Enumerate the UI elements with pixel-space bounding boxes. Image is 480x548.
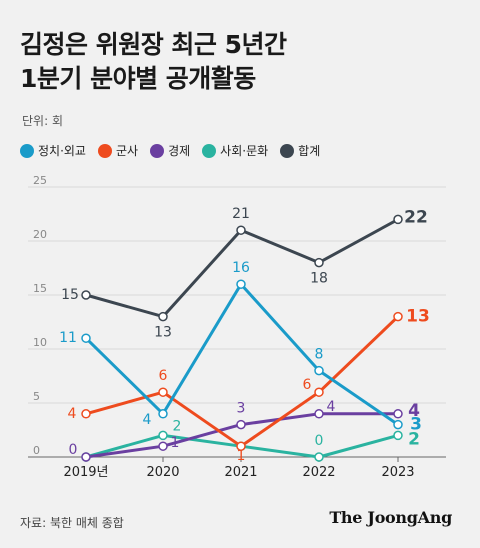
data-label: 11: [59, 330, 77, 346]
data-point: [314, 409, 324, 419]
title-line-2: 1분기 분야별 공개활동: [20, 64, 256, 93]
legend-label: 군사: [115, 144, 139, 158]
data-label: 13: [406, 307, 430, 327]
data-label: 1: [171, 435, 180, 451]
data-point: [314, 365, 324, 376]
y-tick-label: 5: [33, 390, 40, 403]
data-label: 2: [173, 418, 182, 434]
title-line-1: 김정은 위원장 최근 5년간: [20, 30, 287, 59]
x-tick-label: 2021: [224, 465, 257, 480]
legend-swatch: [150, 143, 165, 158]
legend-label: 정치·외교: [38, 144, 86, 158]
publisher-logo: The JoongAng: [329, 508, 452, 527]
data-label: 15: [61, 287, 79, 303]
legend-label: 사회·문화: [220, 144, 269, 158]
data-point: [236, 441, 246, 451]
data-point: [158, 387, 168, 397]
data-label: 1: [237, 448, 246, 464]
data-point: [81, 290, 91, 300]
data-point: [314, 387, 324, 397]
legend-swatch: [202, 143, 217, 158]
legend-label: 합계: [298, 144, 321, 158]
data-label: 0: [315, 433, 324, 449]
data-point: [393, 430, 403, 441]
data-label: 0: [69, 442, 78, 458]
x-tick-label: 2019년: [63, 465, 108, 480]
data-label: 3: [410, 415, 422, 435]
data-label: 18: [310, 271, 328, 287]
data-point: [236, 225, 246, 235]
data-point: [236, 419, 246, 430]
y-tick-label: 0: [33, 444, 40, 457]
data-label: 4: [408, 401, 420, 421]
y-tick-label: 25: [33, 174, 47, 187]
data-label: 22: [404, 207, 428, 227]
data-point: [314, 257, 324, 268]
data-point: [393, 214, 403, 225]
data-label: 4: [327, 399, 336, 415]
legend: 정치·외교 군사 경제 사회·문화 합계: [20, 142, 320, 159]
y-tick-label: 10: [33, 336, 47, 349]
data-point: [158, 409, 168, 419]
legend-swatch: [97, 143, 112, 158]
data-point: [393, 409, 403, 419]
legend-item-3: 사회·문화: [202, 142, 268, 159]
legend-swatch: [20, 143, 34, 158]
legend-label: 경제: [168, 144, 191, 158]
data-label: 6: [159, 368, 168, 384]
data-label: 2: [408, 429, 420, 449]
x-tick-label: 2020: [146, 465, 179, 480]
data-point: [314, 452, 324, 462]
data-point: [81, 409, 91, 419]
legend-item-0: 정치·외교: [20, 142, 86, 159]
x-tick-label: 2022: [302, 465, 335, 480]
data-point: [81, 333, 91, 343]
data-label: 3: [237, 401, 246, 417]
data-label: 13: [154, 325, 172, 341]
data-label: 4: [68, 406, 77, 422]
chart-title: 김정은 위원장 최근 5년간 1분기 분야별 공개활동: [20, 28, 287, 96]
data-point: [158, 311, 168, 322]
data-point: [393, 311, 403, 322]
legend-item-1: 군사: [97, 142, 139, 159]
x-tick-label: 2023: [381, 465, 414, 480]
data-label: 4: [143, 412, 152, 428]
y-tick-label: 20: [33, 228, 47, 241]
legend-item-4: 합계: [280, 142, 320, 159]
legend-item-2: 경제: [150, 142, 190, 159]
data-label: 21: [232, 206, 250, 222]
unit-label: 단위: 회: [22, 114, 63, 128]
data-label: 16: [232, 260, 250, 276]
legend-swatch: [280, 143, 295, 158]
data-point: [158, 430, 168, 441]
data-label: 8: [315, 347, 324, 363]
data-point: [81, 452, 91, 462]
data-point: [158, 441, 168, 451]
data-point: [236, 279, 246, 289]
data-point: [393, 419, 403, 430]
source-note: 자료: 북한 매체 종합: [20, 516, 124, 530]
data-label: 6: [303, 377, 312, 393]
y-tick-label: 15: [33, 282, 47, 295]
